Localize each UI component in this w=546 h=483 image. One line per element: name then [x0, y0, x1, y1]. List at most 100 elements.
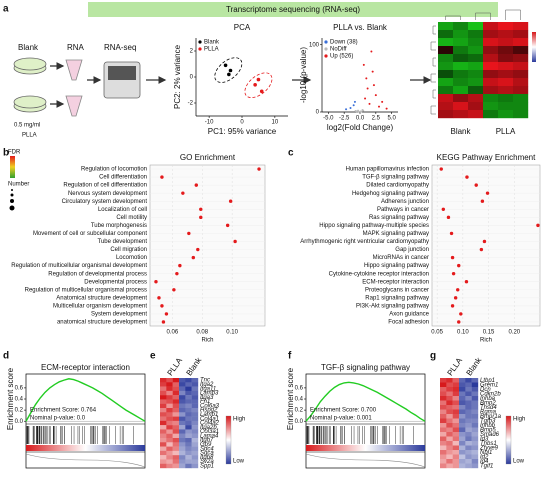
point: [366, 87, 369, 90]
legend-label: Low: [513, 459, 525, 465]
heatmap-cell: [438, 78, 454, 87]
heatmap-cell: [440, 378, 447, 383]
category-label: Circulatory system development: [62, 199, 148, 205]
workflow-label: RNA: [67, 43, 85, 52]
heatmap-cell: [446, 378, 453, 383]
heatmap-cell: [172, 463, 180, 469]
heatmap-cell: [513, 70, 529, 79]
heatmap-cell: [452, 450, 460, 455]
dot: [450, 304, 455, 308]
row-label: Col3a1: [200, 429, 219, 435]
panel-letter: c: [288, 148, 294, 159]
heatmap-cell: [452, 441, 460, 446]
row-label: Gp9: [200, 442, 212, 448]
heatmap-cell: [185, 450, 192, 456]
heatmap-cell: [160, 382, 167, 387]
y-tick-label: 0.4: [295, 397, 304, 403]
heatmap-cell: [179, 378, 186, 383]
dot: [257, 167, 261, 171]
heatmap-cell: [191, 395, 199, 400]
heatmap-cell: [160, 425, 167, 430]
heatmap-cell: [483, 78, 499, 87]
heatmap-cell: [468, 110, 484, 119]
heatmap-cell: [179, 450, 186, 456]
heatmap-cell: [498, 22, 514, 31]
legend-label: NoDiff: [330, 47, 347, 53]
dot: [233, 239, 237, 244]
enrichment-curve: [305, 381, 426, 422]
category-label: PI3K-Akt signaling pathway: [356, 303, 429, 309]
row-label: Smad6: [480, 432, 500, 438]
heatmap-cell: [166, 378, 173, 383]
dot: [464, 280, 469, 284]
heatmap-cell: [440, 432, 447, 437]
heatmap-cell: [471, 382, 479, 388]
heatmap-cell: [452, 414, 460, 419]
heatmap-cell: [465, 400, 472, 406]
heatmap-cell: [459, 400, 466, 406]
dot: [187, 231, 191, 236]
heatmap-cell: [459, 427, 466, 433]
heatmap-cell: [191, 378, 199, 383]
banner-title: Transcriptome sequencing (RNA-seq): [226, 5, 360, 14]
y-tick-label: 0.0: [295, 419, 304, 425]
heatmap-cell: [185, 395, 192, 400]
heatmap-cell: [191, 459, 199, 464]
heatmap-cell: [471, 454, 479, 460]
group-label: Blank: [450, 127, 471, 136]
heatmap-cell: [438, 86, 454, 95]
heatmap-cell: [191, 382, 199, 387]
heatmap-cell: [191, 425, 199, 430]
heatmap-cell: [160, 433, 167, 439]
category-label: Dilated cardiomyopathy: [366, 183, 429, 189]
heatmap-cell: [185, 459, 192, 464]
heatmap-cell: [459, 445, 466, 451]
y-axis-label: Enrichment score: [286, 367, 295, 430]
heatmap-cell: [452, 436, 460, 442]
row-label: Col6a3: [200, 403, 220, 409]
category-label: MicroRNAs in cancer: [373, 255, 429, 261]
heatmap-cell: [438, 46, 454, 55]
category-label: Multicellular organism development: [53, 303, 147, 309]
heatmap-cell: [483, 86, 499, 95]
heatmap-cell: [459, 454, 466, 460]
row-label: Bmp5: [480, 427, 496, 433]
dendrogram: [432, 57, 436, 67]
heatmap-cell: [483, 102, 499, 111]
panel-letter: f: [288, 351, 292, 362]
heatmap-cell: [166, 399, 173, 404]
point: [353, 100, 356, 103]
y-axis-label: Enrichment score: [6, 367, 15, 430]
heatmap-cell: [452, 459, 460, 464]
heatmap-cell: [166, 450, 173, 456]
heatmap-cell: [440, 382, 447, 388]
heatmap-cell: [179, 446, 186, 452]
heatmap-cell: [465, 436, 472, 442]
point: [349, 106, 352, 109]
heatmap-cell: [160, 395, 167, 400]
panel-letter: b: [3, 148, 9, 159]
heatmap-cell: [172, 378, 180, 383]
heatmap-cell: [471, 400, 479, 406]
heatmap-cell: [166, 455, 173, 460]
category-label: Regulation of locomotion: [81, 167, 147, 173]
heatmap-cell: [471, 414, 479, 419]
x-tick-label: 0.10: [226, 330, 238, 336]
heatmap-cell: [471, 463, 479, 469]
heatmap-cell: [191, 438, 199, 443]
heatmap-cell: [453, 22, 469, 31]
heatmap-cell: [498, 38, 514, 47]
heatmap-cell: [446, 445, 453, 451]
heatmap-cell: [438, 38, 454, 47]
heatmap-cell: [166, 459, 173, 464]
heatmap-cell: [465, 459, 472, 464]
heatmap-cell: [172, 399, 180, 404]
heatmap-cell: [452, 423, 460, 428]
heatmap-cell: [440, 409, 447, 415]
heatmap-cell: [498, 30, 514, 39]
heatmap-cell: [191, 390, 199, 396]
row-label: Thbs1: [480, 441, 497, 447]
heatmap-cell: [185, 412, 192, 417]
heatmap-cell: [438, 54, 454, 63]
heatmap-cell: [172, 429, 180, 434]
